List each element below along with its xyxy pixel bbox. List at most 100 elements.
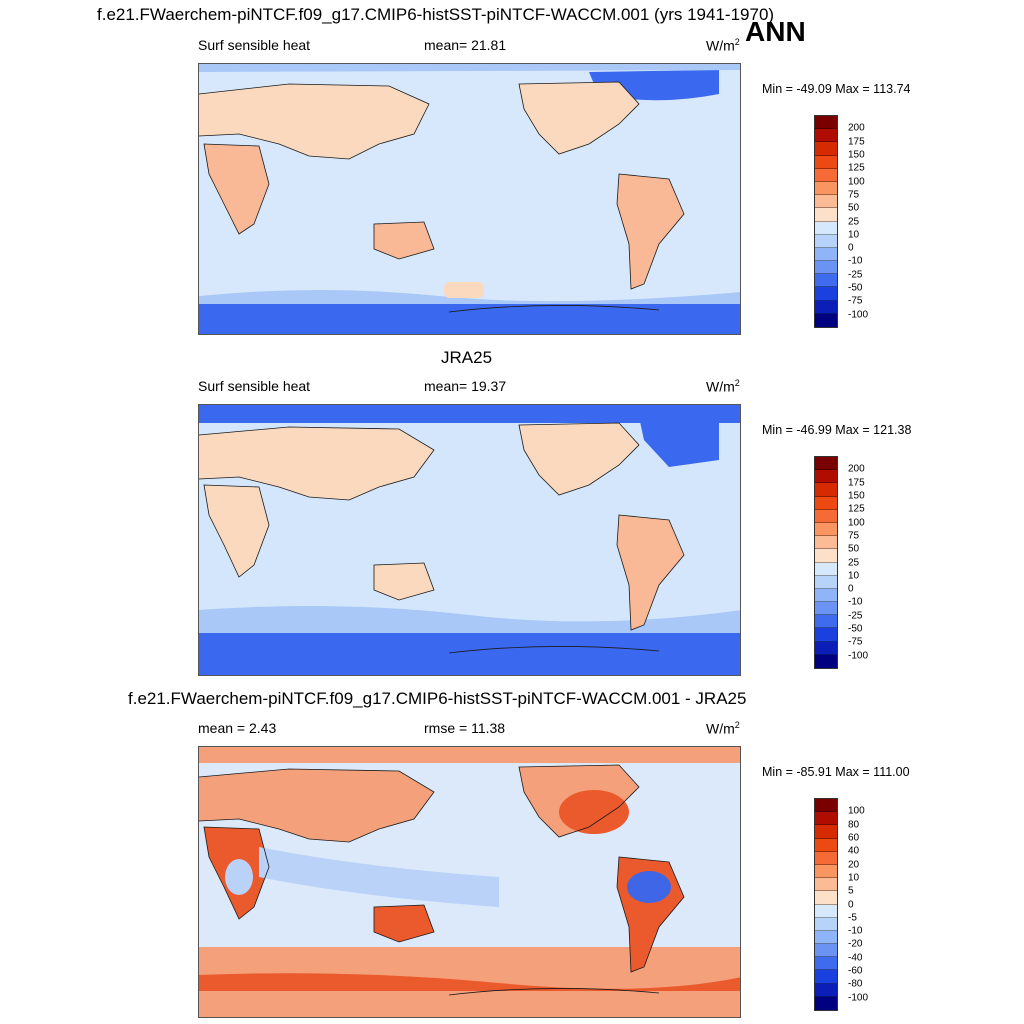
greenland-cold-patch [639, 415, 719, 467]
colorbar-tick-label: 200 [848, 463, 865, 475]
colorbar-segment [815, 195, 837, 209]
colorbar-segment [815, 168, 837, 182]
panel-3-mean-label: mean = 2.43 [198, 720, 277, 736]
colorbar-segment [815, 562, 837, 576]
antarctic-cold-band [199, 302, 740, 334]
south-america-region [617, 174, 684, 289]
colorbar-segment [815, 129, 837, 143]
colorbar-segment [815, 944, 837, 958]
colorbar-tick-label: 75 [848, 530, 860, 542]
colorbar-tick-label: 150 [848, 149, 865, 161]
colorbar-tick-label: 10 [848, 229, 860, 241]
north-america-hot-patch [559, 790, 629, 834]
colorbar-segment [815, 654, 837, 668]
colorbar-segment [815, 864, 837, 879]
panel-1-minmax: Min = -49.09 Max = 113.74 [762, 82, 911, 96]
antarctic-cold-band [199, 633, 740, 675]
colorbar-tick-label: 80 [848, 819, 860, 831]
season-label: ANN [745, 16, 806, 47]
colorbar-segment [815, 522, 837, 537]
colorbar-segment [815, 891, 837, 905]
australia-region [374, 905, 434, 942]
colorbar-tick-label: -50 [848, 282, 863, 294]
colorbar-tick-label: 50 [848, 543, 860, 555]
colorbar-segment [815, 904, 837, 918]
colorbar-tick-label: -10 [848, 925, 863, 937]
amazon-cold-patch [627, 871, 671, 903]
colorbar-tick-label: -100 [848, 309, 869, 321]
colorbar-segment [815, 812, 837, 826]
colorbar-segment [815, 588, 837, 603]
colorbar-segment [815, 234, 837, 248]
southern-hot-band [199, 973, 740, 991]
panel-2-title: JRA25 [441, 348, 493, 367]
panel-2-left-label: Surf sensible heat [198, 378, 311, 394]
colorbar-tick-label: 125 [848, 162, 865, 174]
africa-region [204, 144, 269, 234]
panel-1-mean-label: mean= 21.81 [424, 37, 507, 53]
panel-3-colorbar [814, 798, 838, 1011]
colorbar-segment [815, 181, 837, 196]
colorbar-tick-label: 125 [848, 503, 865, 515]
colorbar-tick-label: 100 [848, 517, 865, 529]
colorbar-segment [815, 838, 837, 852]
colorbar-tick-label: 0 [848, 242, 854, 254]
colorbar-segment [815, 116, 837, 130]
colorbar-segment [815, 221, 837, 235]
southern-cool-band [199, 290, 740, 304]
colorbar-tick-label: 175 [848, 477, 865, 489]
colorbar-segment [815, 549, 837, 563]
colorbar-tick-label: 10 [848, 570, 860, 582]
colorbar-segment [815, 509, 837, 523]
colorbar-tick-label: 20 [848, 859, 860, 871]
colorbar-tick-label: -25 [848, 610, 863, 622]
colorbar-tick-label: 50 [848, 202, 860, 214]
panel-1-title: f.e21.FWaerchem-piNTCF.f09_g17.CMIP6-his… [97, 5, 775, 24]
colorbar-segment [815, 274, 837, 288]
panel-3-title: f.e21.FWaerchem-piNTCF.f09_g17.CMIP6-his… [128, 689, 747, 708]
colorbar-tick-label: 60 [848, 832, 860, 844]
colorbar-segment [815, 575, 837, 589]
colorbar-tick-label: -100 [848, 650, 869, 662]
coastlines [199, 422, 685, 654]
arctic-cool-band [199, 64, 740, 72]
colorbar-tick-label: 25 [848, 216, 860, 227]
colorbar-segment [815, 313, 837, 327]
colorbar-segment [815, 983, 837, 997]
colorbar-segment [815, 602, 837, 616]
eurasia-region [199, 84, 429, 159]
panel-3-map [198, 746, 741, 1018]
colorbar-tick-label: -10 [848, 255, 863, 267]
panel-1-left-label: Surf sensible heat [198, 37, 311, 53]
colorbar-segment [815, 287, 837, 301]
colorbar-tick-label: -60 [848, 965, 863, 977]
south-america-region [617, 515, 684, 630]
panel-2-units: W/m2 [706, 378, 740, 395]
colorbar-tick-label: 100 [848, 805, 865, 817]
colorbar-segment [815, 917, 837, 931]
australia-region [374, 222, 434, 259]
colorbar-tick-label: -20 [848, 938, 863, 950]
colorbar-tick-label: 175 [848, 136, 865, 148]
colorbar-tick-label: 0 [848, 899, 854, 910]
panel-2-minmax: Min = -46.99 Max = 121.38 [762, 423, 912, 437]
southern-warm-patch [444, 282, 484, 298]
panel-3-rmse-label: rmse = 11.38 [424, 720, 506, 736]
colorbar-tick-label: 0 [848, 583, 854, 595]
southern-cool-band [199, 606, 740, 633]
coastlines [199, 764, 685, 996]
colorbar-segment [815, 970, 837, 984]
colorbar-segment [815, 247, 837, 262]
colorbar-tick-label: -5 [848, 912, 857, 924]
colorbar-segment [815, 300, 837, 314]
colorbar-segment [815, 957, 837, 971]
colorbar-segment [815, 628, 837, 642]
colorbar-segment [815, 641, 837, 655]
africa-region [204, 485, 269, 577]
colorbar-tick-label: -25 [848, 269, 863, 281]
colorbar-tick-label: -10 [848, 596, 863, 608]
colorbar-segment [815, 208, 837, 222]
colorbar-segment [815, 799, 837, 813]
panel-1-colorbar [814, 115, 838, 328]
colorbar-segment [815, 930, 837, 945]
